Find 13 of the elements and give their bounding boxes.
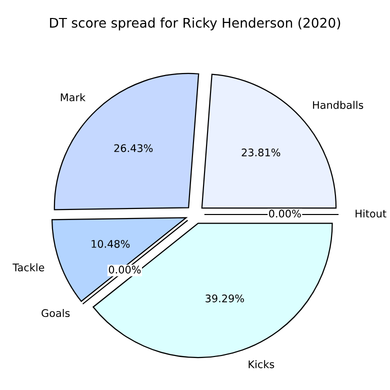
data-label: 26.43% <box>114 144 153 152</box>
slice-label: Tackle <box>12 263 44 272</box>
slice-label: Mark <box>60 93 86 102</box>
text: 0.00% <box>269 210 301 218</box>
data-label: 39.29% <box>206 294 244 302</box>
category-label: Goals <box>42 308 70 318</box>
chart-title: DT score spread for Ricky Henderson (2020) <box>50 18 340 30</box>
text: 0.00% <box>108 266 141 274</box>
data-label: 23.81% <box>242 148 280 156</box>
slice-label: Kicks <box>248 360 274 368</box>
category-label: Hitout <box>356 209 386 218</box>
data-label: 10.48% <box>92 240 130 248</box>
slice-label: Handballs <box>313 100 364 109</box>
